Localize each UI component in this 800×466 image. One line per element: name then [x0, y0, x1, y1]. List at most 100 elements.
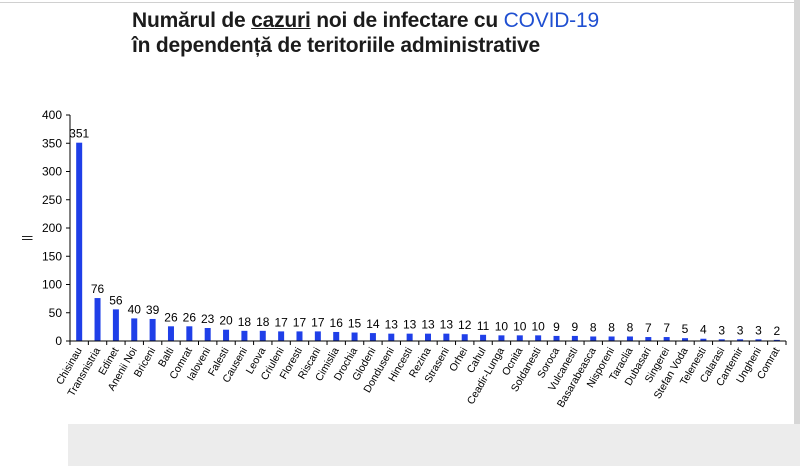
bar	[516, 335, 523, 341]
bar	[278, 331, 285, 341]
bar	[241, 330, 248, 341]
bar	[131, 318, 138, 341]
data-label: 23	[201, 312, 215, 326]
data-label: 16	[330, 316, 344, 330]
data-label: 14	[366, 317, 380, 331]
data-label: 18	[238, 315, 252, 329]
data-label: 10	[531, 319, 545, 333]
bar	[443, 333, 450, 341]
x-axis	[69, 340, 787, 345]
bar	[571, 335, 578, 341]
data-label: 17	[274, 315, 288, 329]
y-axis-label: ||	[21, 235, 33, 241]
bottom-panel	[68, 424, 800, 466]
data-label: 7	[663, 321, 670, 335]
chart-title-line1: Numărul de cazuri noi de infectare cu CO…	[132, 8, 599, 33]
bar	[682, 338, 689, 341]
bar	[700, 338, 707, 341]
data-label: 26	[183, 310, 197, 324]
data-label: 56	[109, 293, 123, 307]
bar	[663, 337, 670, 341]
bar	[718, 339, 725, 341]
bar	[645, 337, 652, 341]
bar	[590, 336, 597, 341]
bar	[186, 326, 193, 341]
data-label: 18	[256, 315, 270, 329]
data-label: 13	[440, 318, 454, 332]
bar	[480, 334, 487, 341]
data-label: 40	[128, 302, 142, 316]
data-label: 13	[403, 318, 417, 332]
data-label: 3	[755, 323, 762, 337]
data-label: 17	[293, 315, 307, 329]
data-label: 5	[682, 322, 689, 336]
data-label: 3	[718, 323, 725, 337]
data-label: 76	[91, 282, 105, 296]
y-tick-label: 0	[55, 334, 62, 348]
title-part-underlined: cazuri	[251, 9, 311, 32]
data-label: 8	[627, 320, 634, 334]
data-label: 4	[700, 323, 707, 337]
data-label: 15	[348, 317, 362, 331]
data-label: 7	[645, 321, 652, 335]
data-label: 9	[572, 320, 579, 334]
y-tick-label: 350	[42, 136, 62, 150]
title-accent-covid: COVID-19	[503, 9, 599, 32]
title-part-c: noi de infectare cu	[310, 9, 504, 32]
data-label: 10	[513, 319, 527, 333]
chart-title: Numărul de cazuri noi de infectare cu CO…	[132, 8, 599, 58]
y-tick-label: 100	[42, 278, 62, 292]
bar	[626, 336, 633, 341]
bar	[296, 331, 303, 341]
y-tick-label: 50	[49, 306, 63, 320]
data-label: 39	[146, 303, 160, 317]
data-label: 351	[69, 127, 89, 141]
data-label: 3	[737, 323, 744, 337]
bar	[425, 333, 431, 341]
data-label: 10	[495, 319, 509, 333]
bar	[773, 339, 780, 341]
bar	[388, 333, 395, 341]
chart-title-line2: în dependență de teritoriile administrat…	[132, 34, 540, 57]
bar	[76, 142, 83, 341]
data-label: 13	[421, 318, 435, 332]
bar	[333, 331, 340, 341]
bar	[204, 328, 211, 341]
y-tick-label: 150	[42, 249, 62, 263]
bar	[553, 335, 560, 341]
y-tick-label: 250	[42, 193, 62, 207]
top-border-line	[0, 2, 800, 3]
bar	[755, 339, 762, 341]
data-label: 17	[311, 315, 325, 329]
bar	[406, 333, 413, 341]
bar	[498, 335, 505, 341]
y-tick-label: 200	[42, 221, 62, 235]
title-part-a: Numărul de	[132, 9, 252, 32]
bars	[76, 142, 780, 341]
bar	[314, 331, 321, 341]
bar	[351, 332, 358, 341]
y-tick-label: 300	[42, 165, 62, 179]
data-label: 26	[164, 310, 178, 324]
y-tick-label: 400	[42, 108, 62, 122]
bar	[461, 334, 468, 341]
data-label: 8	[608, 320, 615, 334]
data-label: 20	[219, 314, 233, 328]
bar	[149, 318, 156, 341]
bar	[737, 339, 744, 341]
data-label: 8	[590, 320, 597, 334]
data-label: 12	[458, 318, 472, 332]
bar	[167, 326, 174, 341]
bar	[223, 329, 230, 341]
bar	[94, 298, 101, 341]
data-label: 9	[553, 320, 560, 334]
bar	[608, 336, 615, 341]
data-label: 11	[477, 319, 490, 333]
bar	[535, 335, 542, 341]
data-label: 2	[773, 324, 780, 338]
bar	[259, 330, 266, 341]
bar	[369, 333, 376, 341]
